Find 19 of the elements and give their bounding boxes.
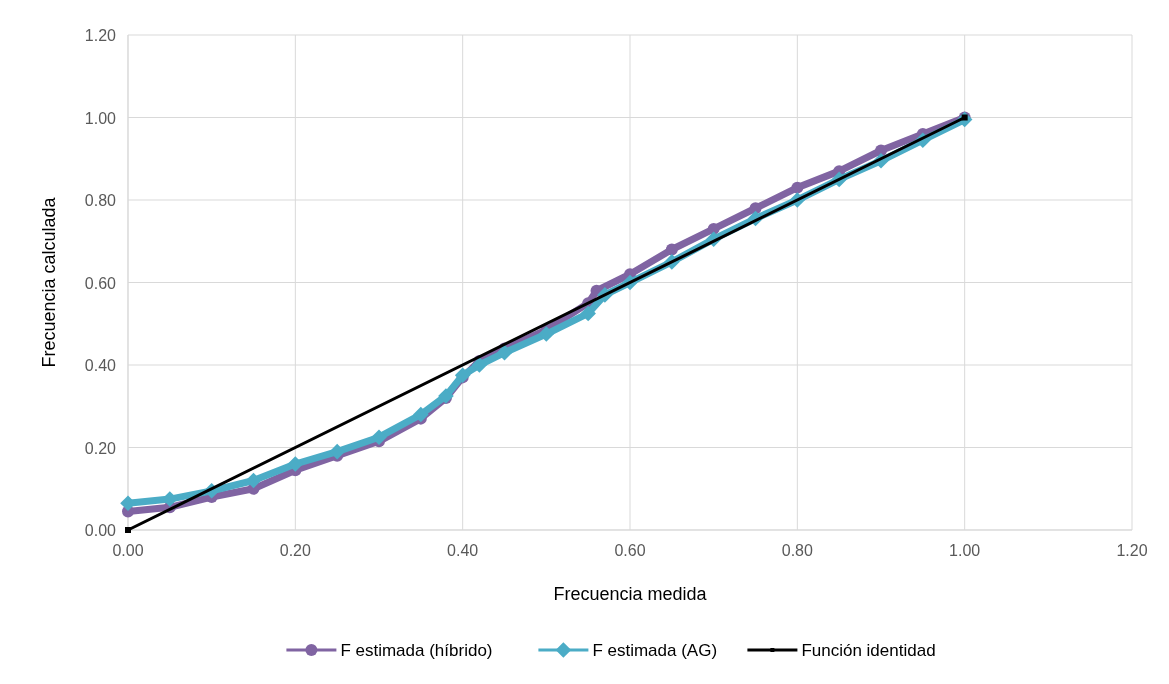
y-tick-label: 0.00 <box>84 522 117 539</box>
x-tick-label: 1.00 <box>949 542 981 559</box>
x-tick-label: 0.80 <box>781 542 814 559</box>
legend-label: Función identidad <box>801 641 936 660</box>
x-axis-title: Frecuencia medida <box>553 584 708 604</box>
x-tick-label: 0.20 <box>279 542 312 559</box>
x-tick-label: 0.00 <box>112 542 144 559</box>
x-tick-label: 0.60 <box>614 542 646 559</box>
legend-label: F estimada (híbrido) <box>340 641 493 660</box>
y-tick-label: 0.80 <box>84 192 117 209</box>
y-tick-label: 1.20 <box>84 27 117 44</box>
x-tick-label: 1.20 <box>1116 542 1148 559</box>
x-tick-label: 0.40 <box>447 542 479 559</box>
y-tick-label: 0.20 <box>84 439 117 457</box>
legend-label: F estimada (AG) <box>592 641 718 660</box>
y-axis-title: Frecuencia calculada <box>39 196 59 368</box>
y-tick-label: 0.60 <box>84 274 117 292</box>
y-tick-label: 1.00 <box>84 109 117 127</box>
y-tick-label: 0.40 <box>84 357 117 374</box>
